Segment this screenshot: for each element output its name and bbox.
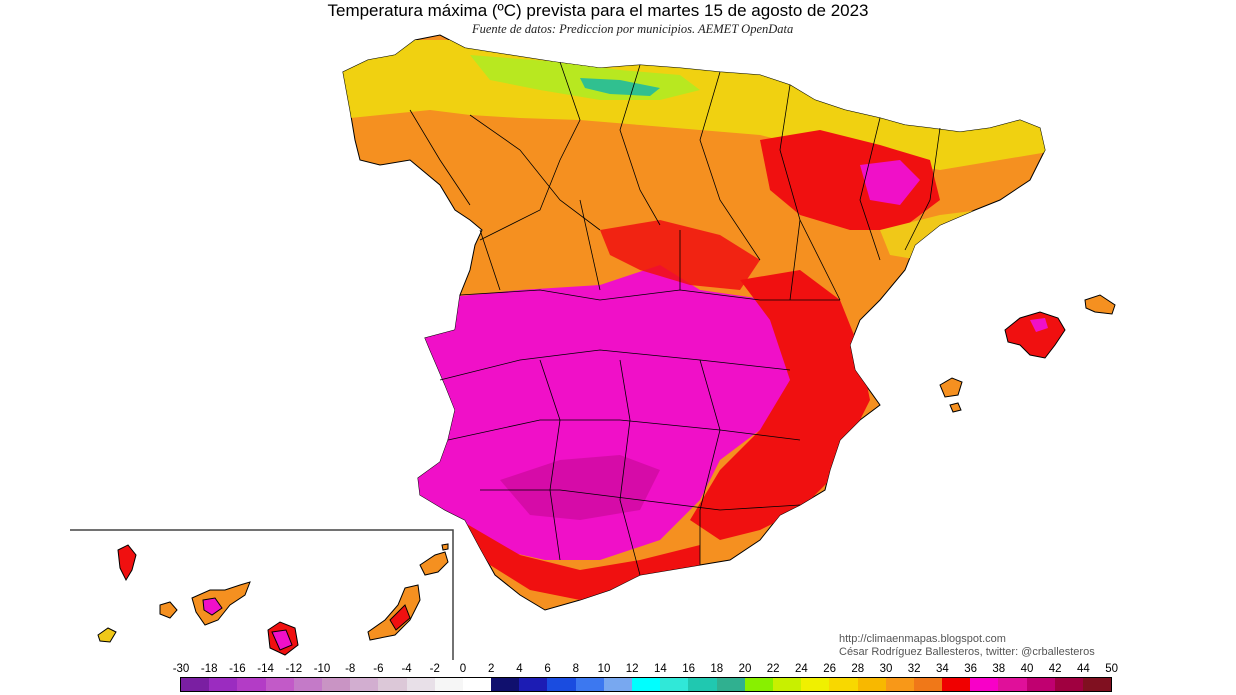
colorbar-tick-label: 8 [572, 663, 579, 675]
mallorca-peak [1030, 318, 1048, 332]
peninsula [342, 34, 1046, 611]
mallorca [1004, 311, 1066, 359]
colorbar-tick-label: 40 [1020, 663, 1034, 675]
ebro-magenta-zone [860, 160, 920, 205]
colorbar-swatch [519, 678, 548, 691]
colorbar-swatch [801, 678, 830, 691]
colorbar-swatch [491, 678, 520, 691]
tenerife [191, 581, 251, 626]
colorbar-tick-label: 18 [710, 663, 724, 675]
colorbar-tick-label: 28 [851, 663, 865, 675]
colorbar-tick-label: -10 [313, 663, 331, 675]
colorbar-tick-label: -16 [229, 663, 246, 675]
colorbar-tick-label: 42 [1048, 663, 1062, 675]
colorbar-swatch [772, 678, 802, 691]
colorbar-swatch [660, 678, 689, 691]
colorbar-tick-label: 10 [597, 663, 611, 675]
colorbar-tick-label: -12 [285, 663, 303, 675]
el-hierro [97, 627, 117, 643]
colorbar-tick-label: 44 [1076, 663, 1090, 675]
colorbar-tick-label: 22 [766, 663, 780, 675]
colorbar-swatch [744, 678, 773, 691]
canary-islands [97, 543, 449, 656]
colorbar-tick-label: -30 [172, 663, 190, 675]
colorbar-tick-label: -8 [345, 663, 356, 675]
colorbar-tick-label: -14 [257, 663, 274, 675]
credit-url: http://climaenmapas.blogspot.com [839, 633, 1006, 645]
la-palma [117, 544, 137, 582]
colorbar-tick-label: 0 [459, 663, 467, 675]
colorbar-tick-label: 4 [516, 663, 523, 675]
colorbar-swatch [406, 678, 435, 691]
colorbar-swatch [237, 678, 266, 691]
colorbar-swatch [716, 678, 745, 691]
colorbar-tick-label: 36 [964, 663, 977, 675]
guadalquivir-dark-zone [500, 455, 660, 520]
colorbar-swatch [293, 678, 322, 691]
canary-inset-frame [70, 529, 454, 660]
map-title: Temperatura máxima (ºC) prevista para el… [327, 1, 869, 20]
colorbar-tick-label: 16 [682, 663, 695, 675]
colorbar-tick-label: 32 [907, 663, 921, 675]
credit-author: César Rodríguez Ballesteros, twitter: @c… [839, 646, 1095, 658]
temperature-map [70, 34, 1116, 660]
colorbar-tick-label: 6 [544, 663, 551, 675]
colorbar-tick-label: 50 [1105, 663, 1118, 675]
province-borders [409, 61, 941, 576]
colorbar-tick-label: -6 [373, 663, 384, 675]
colorbar-swatch [547, 678, 576, 691]
gran-canaria-center [271, 629, 293, 651]
colorbar-swatch [632, 678, 661, 691]
colorbar-swatch [181, 678, 210, 691]
colorbar-swatch [688, 678, 717, 691]
colorbar-swatch [885, 678, 914, 691]
colorbar-swatch [1054, 678, 1083, 691]
colorbar-tick-label: 38 [992, 663, 1006, 675]
colorbar-swatch [829, 678, 858, 691]
colorbar-swatch [575, 678, 604, 691]
colorbar-swatch [913, 678, 943, 691]
colorbar-tick-label: 24 [794, 663, 808, 675]
levante-red-zone [690, 270, 870, 540]
menorca [1084, 294, 1116, 315]
colorbar-swatch [857, 678, 886, 691]
colorbar-swatch [265, 678, 294, 691]
la-gomera [159, 601, 178, 619]
fuerteventura-red [389, 604, 411, 631]
colorbar-swatch [462, 678, 492, 691]
colorbar-swatch [321, 678, 351, 691]
colorbar-tick-label: 2 [487, 663, 495, 675]
map-subtitle: Fuente de datos: Prediccion por municipi… [472, 22, 794, 36]
colorbar-swatch [378, 678, 407, 691]
colorbar-swatch [434, 678, 463, 691]
colorbar-tick-label: -18 [200, 663, 218, 675]
colorbar-tick-label: -4 [401, 663, 412, 675]
cantabrian-teal-zone [580, 78, 660, 96]
colorbar-tick-label: -2 [429, 663, 440, 675]
colorbar-tick-label: 30 [879, 663, 893, 675]
colorbar-swatch [998, 678, 1027, 691]
colorbar-tick-label: 14 [653, 663, 667, 675]
colorbar-tick-label: 12 [625, 663, 639, 675]
formentera [949, 402, 962, 413]
colorbar-tick-label: 34 [935, 663, 949, 675]
balearic-islands [939, 294, 1116, 413]
ebro-red-zone [760, 130, 940, 230]
colorbar-tick-label: 26 [823, 663, 836, 675]
colorbar-swatch [603, 678, 632, 691]
la-graciosa [441, 543, 449, 551]
colorbar-swatch [209, 678, 238, 691]
colorbar-swatch [942, 678, 971, 691]
colorbar-swatch [1083, 678, 1112, 691]
ibiza [939, 377, 963, 398]
colorbar-ticks: -30 -18 -16 -14 -12 -10 -8 -6 -4 -2 0 2 4 6 8 10 12 14 16 1… [0, 663, 1236, 677]
lanzarote [419, 551, 449, 576]
colorbar-tick-label: 20 [738, 663, 752, 675]
colorbar-swatch [350, 678, 379, 691]
fuerteventura [367, 584, 421, 641]
colorbar [180, 677, 1113, 692]
tenerife-peak [202, 597, 223, 616]
colorbar-swatch [970, 678, 999, 691]
colorbar-swatch [1026, 678, 1055, 691]
